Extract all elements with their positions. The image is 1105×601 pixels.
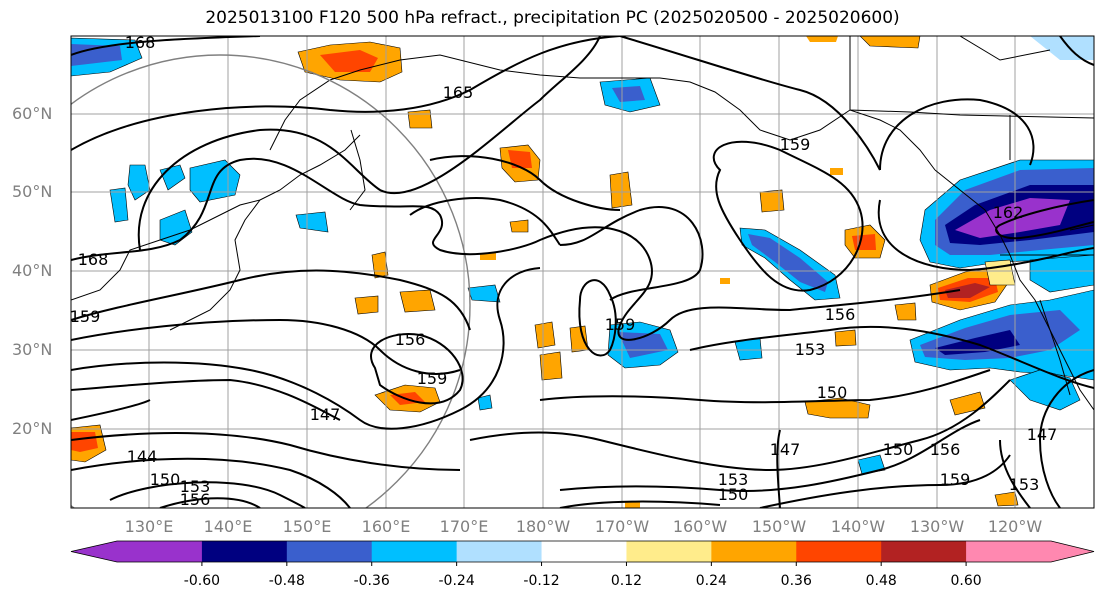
lat-label: 20°N [12, 419, 53, 438]
contours [71, 36, 1094, 508]
contour-label: 150 [817, 383, 848, 402]
map-title: 2025013100 F120 500 hPa refract., precip… [205, 8, 900, 28]
colorbar-tick-label: -0.48 [268, 573, 305, 589]
lon-label: 170°E [439, 517, 489, 536]
colorbar [70, 540, 1095, 566]
colorbar-swatch [881, 541, 967, 562]
graticule [71, 36, 1094, 508]
contour-label: 147 [310, 405, 341, 424]
colorbar-swatch [117, 541, 203, 562]
colorbar-swatch [286, 541, 373, 562]
lon-label: 180°W [515, 517, 571, 536]
lon-label: 120°W [987, 517, 1043, 536]
range-ring [71, 54, 471, 508]
contour-label: 147 [770, 440, 801, 459]
lon-label: 130°W [909, 517, 965, 536]
contour-label: 156 [825, 305, 856, 324]
colorbar-outline [70, 540, 1095, 563]
lat-label: 30°N [12, 340, 53, 359]
colorbar-tick-label: -0.24 [438, 573, 475, 589]
contour-label: 168 [78, 250, 109, 269]
lon-label: 140°E [203, 517, 253, 536]
lat-label: 40°N [12, 261, 53, 280]
colorbar-tick-label: -0.36 [353, 573, 390, 589]
contour-label: 156 [180, 490, 211, 509]
contour-label: 159 [417, 369, 448, 388]
colorbar-swatch [201, 541, 288, 562]
colorbar-tick-label: -0.12 [523, 573, 560, 589]
map-frame [70, 35, 1095, 509]
contour-label: 156 [395, 330, 426, 349]
contour-label: 165 [443, 83, 474, 102]
contour-label: 153 [180, 477, 211, 496]
colorbar-swatch [541, 541, 627, 562]
colorbar-tick-label: -0.60 [183, 573, 221, 589]
contour-label: 150 [718, 485, 749, 504]
lon-label: 140°W [830, 517, 886, 536]
contour-label: 156 [930, 440, 961, 459]
lon-label: 160°E [361, 517, 411, 536]
contour-label: 159 [940, 470, 971, 489]
colorbar-tick-label: 0.60 [950, 573, 982, 589]
contour-label: 159 [780, 135, 811, 154]
contour-label: 162 [993, 203, 1024, 222]
lon-label: 150°W [751, 517, 807, 536]
colorbar-swatch [966, 541, 1052, 562]
lat-label: 60°N [12, 104, 53, 123]
colorbar-tick-label: 0.48 [865, 573, 897, 589]
contour-label: 153 [795, 340, 826, 359]
contour-label: 159 [70, 307, 101, 326]
contour-label: 153 [1009, 475, 1040, 494]
lon-label: 150°E [282, 517, 332, 536]
colorbar-tick-label: 0.12 [610, 573, 643, 589]
contour-label: 168 [125, 33, 156, 52]
colorbar-swatch [371, 541, 458, 562]
colorbar-swatch [626, 541, 712, 562]
lon-label: 160°W [672, 517, 728, 536]
coastlines [71, 36, 1094, 411]
colorbar-swatch [456, 541, 543, 562]
contour-label: 144 [127, 447, 158, 466]
contour-label: 153 [718, 470, 749, 489]
colorbar-tick-label: 0.36 [780, 573, 812, 589]
colorbar-extend-low [71, 541, 117, 562]
lat-label: 50°N [12, 182, 53, 201]
contour-label: 150 [150, 470, 181, 489]
contour-label: 150 [883, 440, 914, 459]
lon-label: 130°E [124, 517, 174, 536]
colorbar-swatch [711, 541, 797, 562]
contour-label: 147 [1027, 425, 1058, 444]
colorbar-swatch [796, 541, 882, 562]
contour-label: 159 [605, 315, 636, 334]
colorbar-extend-high [1051, 541, 1094, 562]
lon-label: 170°W [594, 517, 650, 536]
colorbar-tick-label: 0.24 [695, 573, 727, 589]
